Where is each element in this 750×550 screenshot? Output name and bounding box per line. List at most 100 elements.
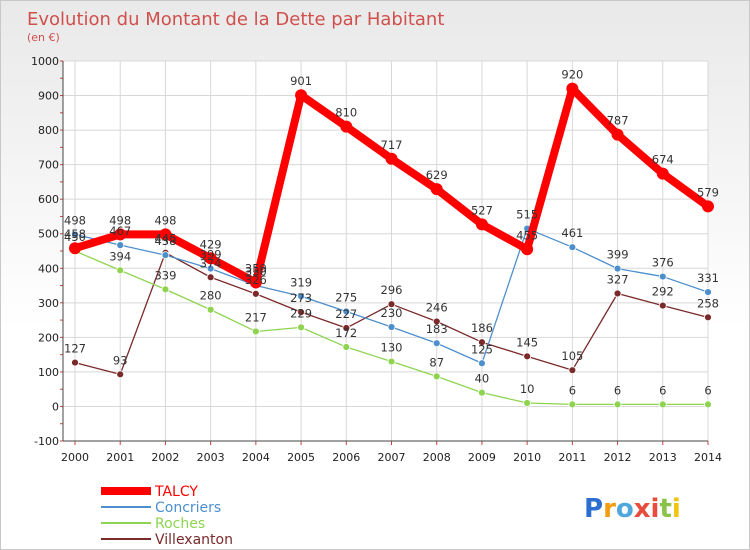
data-label-roches: 130 (381, 341, 403, 355)
data-label-villexanton: 93 (113, 353, 128, 367)
data-label-roches: 6 (704, 383, 711, 397)
y-tick-label: 100 (38, 366, 59, 379)
data-point-concriers (297, 292, 305, 301)
data-label-talcy: 810 (335, 106, 357, 120)
x-tick-label: 2000 (61, 451, 89, 464)
data-point-villexanton (116, 370, 125, 379)
x-tick-label: 2012 (604, 451, 632, 464)
data-point-roches (613, 400, 622, 409)
data-label-concriers: 183 (426, 322, 448, 336)
data-point-talcy (340, 120, 353, 133)
data-label-concriers: 438 (154, 234, 176, 248)
data-label-talcy: 787 (607, 114, 629, 128)
plot-background (63, 61, 708, 441)
chart-title: Evolution du Montant de la Dette par Hab… (27, 9, 444, 30)
data-point-roches (387, 357, 396, 366)
y-tick-label: 300 (38, 297, 59, 310)
data-point-talcy (475, 218, 488, 231)
data-label-roches: 6 (659, 383, 666, 397)
data-point-roches (297, 323, 305, 332)
logo-letter: P (584, 494, 603, 524)
data-label-talcy: 498 (154, 213, 176, 227)
data-label-talcy: 527 (471, 203, 493, 217)
data-label-villexanton: 227 (335, 307, 357, 321)
x-tick-label: 2014 (694, 451, 722, 464)
data-point-concriers (568, 243, 577, 252)
x-tick-label: 2013 (649, 451, 677, 464)
data-point-concriers (71, 230, 79, 239)
data-point-talcy (159, 228, 172, 241)
logo-letter: i (651, 494, 660, 524)
legend-label-roches: Roches (155, 516, 205, 532)
data-label-roches: 394 (109, 249, 131, 263)
data-label-villexanton: 292 (652, 285, 674, 299)
data-point-villexanton (206, 273, 215, 282)
y-tick-label: 600 (38, 193, 59, 206)
data-label-talcy: 498 (109, 213, 131, 227)
data-label-talcy: 901 (290, 74, 312, 88)
data-point-roches (658, 400, 667, 409)
legend-label-concriers: Concriers (155, 500, 221, 516)
data-label-villexanton: 105 (561, 349, 583, 363)
data-label-talcy: 717 (381, 138, 403, 152)
chart-subtitle: (en €) (27, 31, 60, 44)
y-tick-label: 0 (52, 400, 59, 413)
data-label-concriers: 319 (290, 275, 312, 289)
data-label-concriers: 399 (607, 248, 629, 262)
data-point-roches (206, 305, 215, 314)
x-tick-label: 2010 (513, 451, 541, 464)
data-point-talcy (385, 152, 398, 165)
data-point-talcy (521, 243, 534, 256)
data-label-villexanton: 145 (516, 335, 538, 349)
data-label-concriers: 350 (245, 265, 267, 279)
data-label-talcy: 674 (652, 153, 674, 167)
data-point-concriers (387, 323, 396, 331)
logo-letter: o (616, 494, 634, 524)
x-tick-label: 2006 (332, 451, 360, 464)
data-point-roches (568, 400, 577, 409)
data-label-talcy: 455 (516, 228, 538, 242)
x-tick-label: 2009 (468, 451, 496, 464)
data-label-villexanton: 327 (607, 272, 629, 286)
data-point-roches (478, 388, 486, 397)
data-point-villexanton (478, 338, 486, 347)
data-point-concriers (704, 288, 712, 297)
data-label-villexanton: 246 (426, 300, 448, 314)
data-label-talcy: 629 (426, 168, 448, 182)
data-point-talcy (204, 252, 217, 265)
x-tick-label: 2005 (287, 451, 315, 464)
x-tick-label: 2002 (151, 451, 179, 464)
data-point-roches (161, 285, 170, 294)
logo-text: Proxiti (584, 494, 681, 524)
y-tick-label: 400 (38, 262, 59, 275)
data-point-roches (523, 399, 532, 407)
data-label-roches: 217 (245, 310, 267, 324)
data-label-concriers: 331 (697, 271, 719, 285)
data-point-villexanton (523, 352, 532, 361)
data-point-talcy (249, 276, 262, 289)
legend-label-talcy: TALCY (154, 484, 198, 500)
data-label-concriers: 467 (109, 224, 131, 238)
data-point-concriers (116, 241, 125, 250)
x-tick-label: 2004 (242, 451, 270, 464)
data-point-roches (432, 372, 441, 381)
y-tick-label: 500 (38, 228, 59, 241)
x-tick-label: 2008 (423, 451, 451, 464)
data-label-concriers: 399 (200, 248, 222, 262)
data-point-talcy (566, 82, 579, 95)
data-label-villexanton: 258 (697, 296, 719, 310)
data-label-villexanton: 445 (154, 232, 176, 246)
data-point-villexanton (704, 313, 712, 322)
logo-letter: t (659, 494, 671, 524)
data-point-concriers (658, 272, 667, 281)
x-tick-label: 2011 (558, 451, 586, 464)
plot-area: 10009008007006005004003002001000-1002000… (31, 55, 722, 464)
logo-letter: i (672, 494, 681, 524)
data-label-villexanton: 296 (381, 283, 403, 297)
data-label-concriers: 230 (381, 306, 403, 320)
data-label-roches: 229 (290, 306, 312, 320)
data-label-concriers: 461 (561, 226, 583, 240)
data-label-talcy: 579 (697, 185, 719, 199)
data-point-concriers (206, 264, 215, 273)
